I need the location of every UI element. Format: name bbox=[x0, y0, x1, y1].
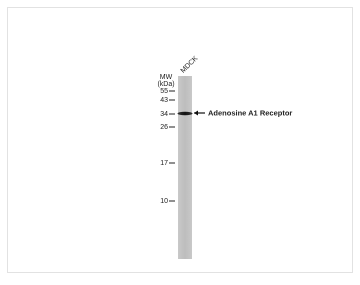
protein-band bbox=[178, 112, 193, 116]
marker-label: 55 bbox=[160, 88, 168, 95]
marker-label: 43 bbox=[160, 97, 168, 104]
marker-label: 26 bbox=[160, 124, 168, 131]
western-blot-figure: MDCK Adenosine A1 Receptor MW(kDa)554334… bbox=[0, 0, 360, 280]
marker-label: 10 bbox=[160, 198, 168, 205]
band-label: Adenosine A1 Receptor bbox=[208, 108, 292, 117]
marker-label: 17 bbox=[160, 160, 168, 167]
marker-label: 34 bbox=[160, 111, 168, 118]
gel-lane bbox=[178, 76, 192, 259]
mw-header: (kDa) bbox=[157, 81, 174, 88]
mw-header: MW bbox=[160, 74, 173, 81]
